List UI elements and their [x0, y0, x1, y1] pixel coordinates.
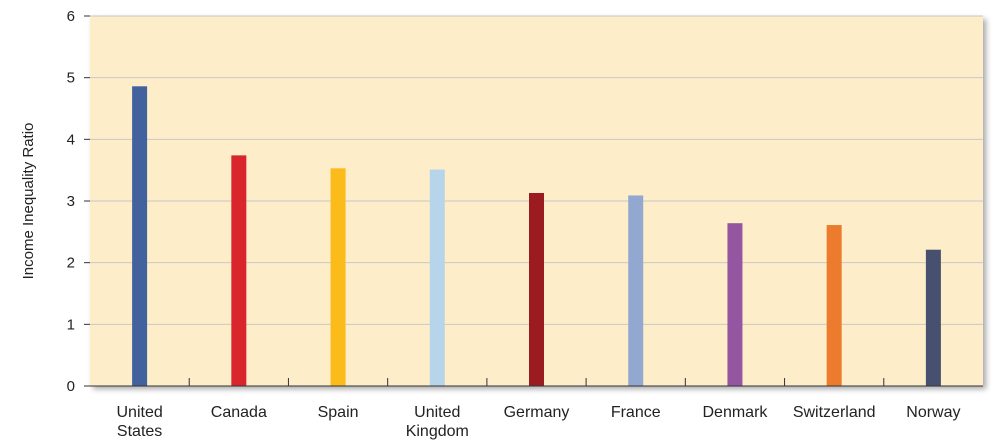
y-axis-tick-labels: 0 1 2 3 4 5 6: [67, 8, 90, 395]
bar-switzerland: [826, 225, 842, 386]
x-category-label: United States: [116, 404, 162, 440]
bar-canada: [231, 155, 247, 386]
x-category-label-line: Canada: [211, 404, 267, 421]
x-axis-ticks: [188, 378, 885, 386]
x-category-label: Spain: [318, 404, 359, 421]
bar-denmark: [727, 223, 743, 386]
y-tick-label: 3: [67, 193, 75, 210]
y-tick-label: 2: [67, 255, 75, 272]
y-tick-label: 6: [67, 8, 75, 25]
x-category-label-line: Denmark: [702, 404, 768, 421]
x-axis-category-labels: United States Canada Spain United Kingdom Germ…: [116, 404, 960, 440]
y-tick-label: 1: [67, 316, 75, 333]
x-category-label-line: States: [117, 423, 162, 440]
y-tick-label: 5: [67, 70, 75, 87]
x-category-label-line: Norway: [906, 404, 960, 421]
x-category-label-line: Switzerland: [793, 404, 876, 421]
bar-france: [628, 195, 644, 386]
x-category-label: France: [611, 404, 661, 421]
x-category-label-line: Spain: [318, 404, 359, 421]
x-category-label-line: France: [611, 404, 661, 421]
bar-united-states: [132, 86, 148, 387]
x-category-label-line: United: [116, 404, 162, 421]
bar-germany: [529, 192, 544, 386]
x-category-label-line: Germany: [504, 404, 570, 421]
bar-united-kingdom: [429, 169, 445, 386]
bars: [132, 86, 941, 387]
x-category-label: Germany: [504, 404, 570, 421]
x-category-label-line: Kingdom: [406, 423, 469, 440]
x-category-label: Canada: [211, 404, 267, 421]
x-category-label-line: United: [414, 404, 460, 421]
x-category-label: United Kingdom: [406, 404, 469, 440]
y-tick-label: 0: [67, 378, 75, 395]
x-category-label: Norway: [906, 404, 960, 421]
bar-norway: [925, 249, 941, 386]
bar-spain: [330, 168, 346, 386]
y-axis-label: Income Inequality Ratio: [20, 123, 37, 280]
x-category-label: Switzerland: [793, 404, 876, 421]
y-tick-label: 4: [67, 131, 75, 148]
x-category-label: Denmark: [702, 404, 768, 421]
